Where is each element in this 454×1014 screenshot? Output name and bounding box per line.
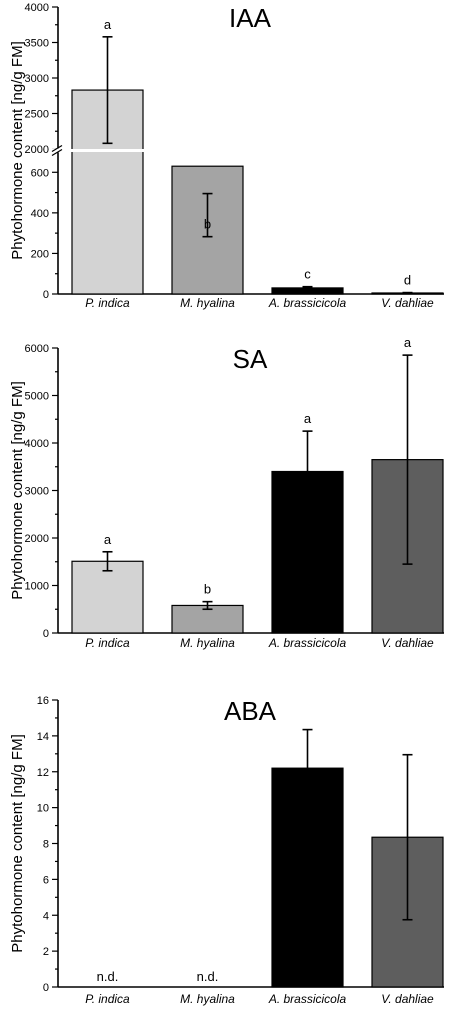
- y-tick-label: 3000: [25, 73, 49, 85]
- not-detected-label: n.d.: [197, 969, 219, 984]
- x-category-label: M. hyalina: [180, 636, 235, 650]
- significance-letter: d: [404, 273, 411, 288]
- x-category-label: A. brassicicola: [268, 636, 347, 650]
- x-category-label: M. hyalina: [180, 296, 235, 310]
- x-category-label: A. brassicicola: [268, 992, 347, 1006]
- y-tick-label: 1000: [25, 581, 49, 593]
- y-tick-label: 0: [43, 289, 49, 301]
- y-tick-label: 14: [37, 731, 49, 743]
- x-category-label: P. indica: [85, 636, 130, 650]
- y-tick-label: 200: [31, 248, 49, 260]
- y-tick-label: 3500: [25, 38, 49, 50]
- axis-break-gap: [50, 148, 450, 153]
- chart-panel-sa: 0 1000 2000 3000 4000 5000 6000 a P. indica b M. h…: [9, 335, 444, 650]
- y-tick-label: 4000: [25, 2, 49, 14]
- chart-panel-iaa: 0 200 400 600 2000 2500 3000 3500 4000 a P. indica…: [9, 2, 450, 310]
- y-tick-label: 8: [43, 839, 49, 851]
- y-axis-label: Phytohormone content [ng/g FM]: [9, 381, 26, 599]
- y-tick-label: 2000: [25, 144, 49, 156]
- y-tick-label: 2500: [25, 109, 49, 121]
- x-category-label: A. brassicicola: [268, 296, 347, 310]
- axis-break-mark: [51, 148, 63, 157]
- y-tick-label: 10: [37, 803, 49, 815]
- y-tick-label: 600: [31, 167, 49, 179]
- y-tick-label: 16: [37, 695, 49, 707]
- significance-letter: a: [404, 335, 412, 350]
- significance-letter: a: [104, 17, 112, 32]
- y-tick-label: 6: [43, 874, 49, 886]
- significance-letter: a: [304, 411, 312, 426]
- y-tick-label: 3000: [25, 486, 49, 498]
- chart-panel-aba: 0 2 4 6 8 10 12 14 16 n.d. P. indica n.d. M. hyalina…: [9, 695, 444, 1006]
- panel-title: ABA: [224, 696, 277, 726]
- y-tick-label: 0: [43, 628, 49, 640]
- panel-title: SA: [233, 344, 268, 374]
- bar-break-gap: [71, 149, 144, 152]
- y-tick-label: 6000: [25, 343, 49, 355]
- y-tick-label: 4000: [25, 438, 49, 450]
- significance-letter: c: [304, 267, 311, 282]
- significance-letter: a: [104, 532, 112, 547]
- significance-letter: b: [204, 217, 211, 232]
- y-tick-label: 2: [43, 946, 49, 958]
- x-category-label: V. dahliae: [381, 992, 434, 1006]
- bar-p-indica: [71, 560, 144, 634]
- x-category-label: M. hyalina: [180, 992, 235, 1006]
- y-tick-label: 12: [37, 767, 49, 779]
- x-category-label: P. indica: [85, 992, 130, 1006]
- y-axis-label: Phytohormone content [ng/g FM]: [9, 41, 26, 259]
- y-tick-label: 400: [31, 208, 49, 220]
- not-detected-label: n.d.: [97, 969, 119, 984]
- significance-letter: b: [204, 582, 211, 597]
- y-tick-label: 5000: [25, 391, 49, 403]
- y-tick-label: 2000: [25, 533, 49, 545]
- y-tick-label: 4: [43, 910, 49, 922]
- x-category-label: V. dahliae: [381, 296, 434, 310]
- y-tick-label: 0: [43, 982, 49, 994]
- x-category-label: P. indica: [85, 296, 130, 310]
- axis-break-mark: [51, 144, 63, 153]
- panel-title: IAA: [229, 3, 272, 33]
- x-category-label: V. dahliae: [381, 636, 434, 650]
- y-axis-label: Phytohormone content [ng/g FM]: [9, 734, 26, 952]
